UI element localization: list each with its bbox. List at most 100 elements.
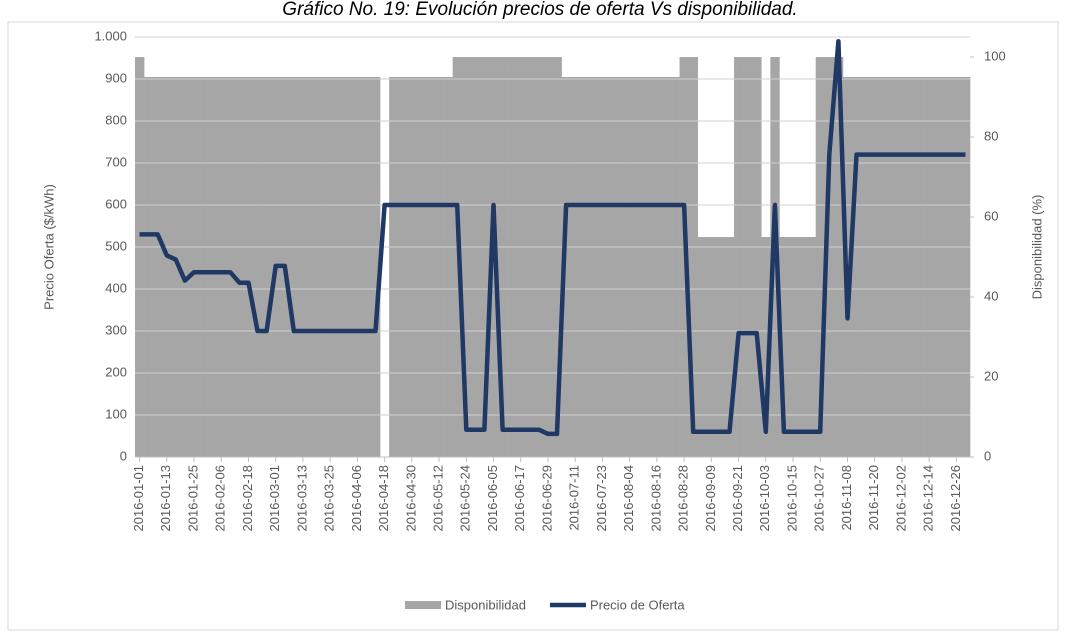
bar [398,77,408,457]
bar [933,77,944,457]
x-tick-label: 2016-01-25 [185,465,200,532]
bar [715,237,726,457]
bar [815,57,826,457]
y-tick-label: 400 [105,280,127,295]
x-tick-label: 2016-02-18 [240,465,255,532]
x-tick-label: 2016-05-24 [458,465,473,532]
y2-tick-label: 40 [984,288,998,303]
y2-tick-label: 80 [984,128,998,143]
bar [724,237,735,457]
x-tick-label: 2016-03-13 [294,465,309,532]
y2-axis-title: Disponibilidad (%) [1029,195,1044,300]
bar [135,57,145,457]
bar [779,237,789,457]
bar [706,237,717,457]
bar [216,77,227,457]
bar [734,57,744,457]
bar [171,77,181,457]
x-tick-label: 2016-04-30 [403,465,418,532]
bar [942,77,953,457]
legend-label: Disponibilidad [445,597,526,612]
x-tick-label: 2016-04-18 [376,465,391,532]
bar [833,57,844,457]
bar [153,77,163,457]
y-tick-label: 1.000 [94,28,127,43]
bar [180,77,190,457]
bar [543,57,553,457]
bar [434,77,444,457]
x-tick-label: 2016-02-06 [213,465,228,532]
bar [425,77,435,457]
y-tick-label: 600 [105,196,127,211]
bar [370,77,381,457]
bar [516,57,526,457]
x-tick-label: 2016-01-01 [131,465,146,532]
bar [906,77,916,457]
bar [461,57,472,457]
bar [498,57,508,457]
x-tick-label: 2016-03-01 [267,465,282,532]
y-tick-label: 100 [105,406,127,421]
x-tick-label: 2016-08-16 [648,465,663,532]
x-tick-label: 2016-04-06 [349,465,364,532]
bar [352,77,363,457]
legend-label: Precio de Oferta [590,597,685,612]
bar [416,77,426,457]
x-tick-label: 2016-01-13 [158,465,173,532]
bar [534,57,544,457]
bar [597,77,608,457]
bar [897,77,907,457]
bar [570,77,581,457]
bar [788,237,798,457]
bar [761,237,771,457]
bar [225,77,236,457]
line [139,38,966,437]
chart-title: Gráfico No. 19: Evolución precios de ofe… [282,0,797,20]
bar [879,77,889,457]
x-tick-label: 2016-06-05 [485,465,500,532]
x-tick-label: 2016-07-23 [594,465,609,532]
bar [852,77,862,457]
bar [307,77,317,457]
x-tick-label: 2016-09-21 [730,465,745,532]
bar [298,77,308,457]
x-tick-label: 2016-10-03 [757,465,772,532]
x-tick-label: 2016-10-27 [812,465,827,532]
x-tick-label: 2016-08-04 [621,465,636,532]
bar [234,77,245,457]
bar [861,77,871,457]
bar [643,77,653,457]
y-tick-label: 700 [105,154,127,169]
bar [316,77,326,457]
bar [162,77,172,457]
x-tick-label: 2016-03-25 [322,465,337,532]
y2-tick-label: 60 [984,208,998,223]
x-tick-label: 2016-09-09 [703,465,718,532]
legend-swatch [405,601,441,609]
bar [888,77,898,457]
bar [588,77,599,457]
x-tick-label: 2016-07-11 [567,465,582,531]
bar [697,237,708,457]
bar [189,77,199,457]
bar [334,77,345,457]
bar [616,77,626,457]
y2-tick-label: 100 [984,48,1006,63]
bar [289,77,299,457]
bar [824,57,835,457]
bar [479,57,490,457]
bar [507,57,517,457]
x-tick-label: 2016-08-28 [676,465,691,532]
bar [579,77,590,457]
bar [670,77,680,457]
bar [525,57,535,457]
bar [688,57,699,457]
bar [806,237,817,457]
bar [634,77,644,457]
bar [470,57,481,457]
x-tick-label: 2016-06-17 [512,465,527,532]
bar [389,77,399,457]
y-tick-label: 500 [105,238,127,253]
y-tick-label: 800 [105,112,127,127]
bar [252,77,263,457]
